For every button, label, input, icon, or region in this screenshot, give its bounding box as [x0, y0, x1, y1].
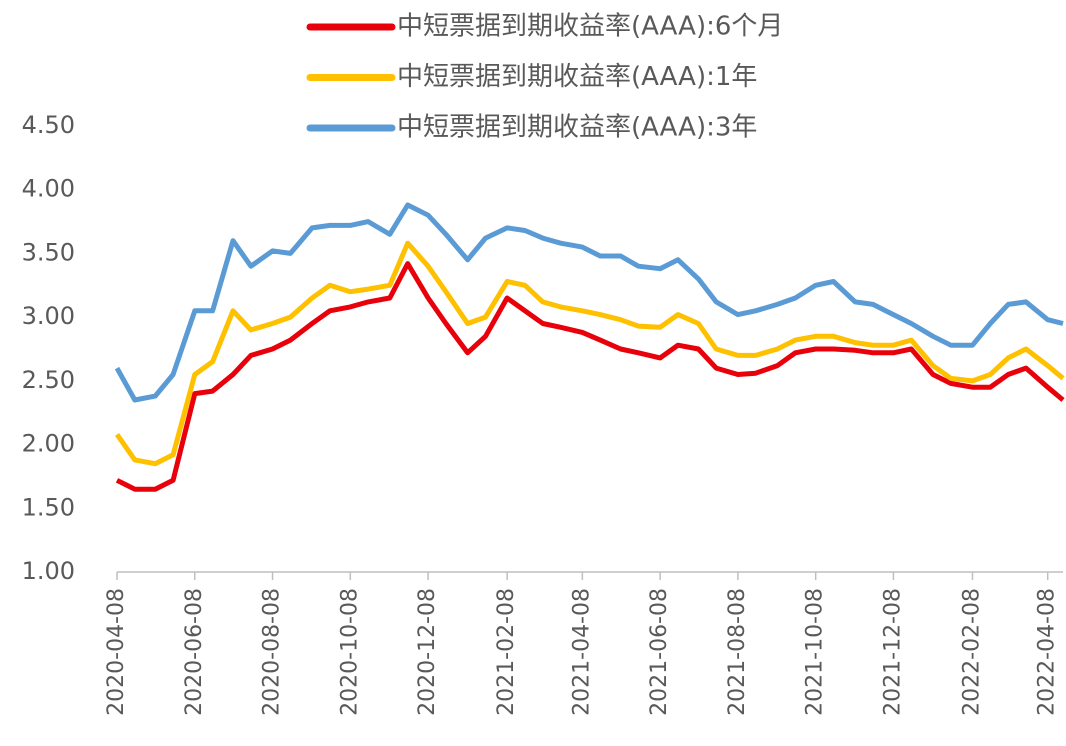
legend-label: 中短票据到期收益率(AAA):3年: [397, 113, 757, 143]
x-tick-label: 2021-12-08: [880, 588, 905, 716]
series-line: [114, 240, 1065, 467]
y-tick-label: 3.00: [22, 302, 75, 330]
x-tick-label: 2020-10-08: [337, 588, 362, 716]
series-line: [114, 202, 1064, 403]
y-tick-label: 1.00: [22, 557, 75, 585]
y-tick-label: 2.00: [22, 430, 75, 458]
series-line: [115, 261, 1065, 492]
x-tick-label: 2021-08-08: [725, 588, 750, 716]
y-tick-label: 3.50: [22, 238, 75, 266]
x-tick-label: 2020-12-08: [415, 588, 440, 716]
x-tick-label: 2022-04-08: [1035, 588, 1060, 716]
y-tick-label: 4.50: [22, 111, 75, 139]
legend-label: 中短票据到期收益率(AAA):6个月: [397, 12, 783, 42]
x-tick-label: 2021-04-08: [569, 588, 594, 716]
legend-label: 中短票据到期收益率(AAA):1年: [397, 62, 757, 92]
x-tick-label: 2020-04-08: [104, 588, 129, 716]
y-tick-label: 1.50: [22, 493, 75, 521]
x-tick-label: 2021-06-08: [647, 588, 672, 716]
y-tick-label: 2.50: [22, 366, 75, 394]
x-tick-label: 2020-06-08: [182, 588, 207, 716]
x-tick-label: 2022-02-08: [959, 588, 984, 716]
x-tick-label: 2021-02-08: [494, 588, 519, 716]
y-tick-label: 4.00: [22, 175, 75, 203]
x-tick-label: 2020-08-08: [260, 588, 285, 716]
x-tick-label: 2021-10-08: [803, 588, 828, 716]
